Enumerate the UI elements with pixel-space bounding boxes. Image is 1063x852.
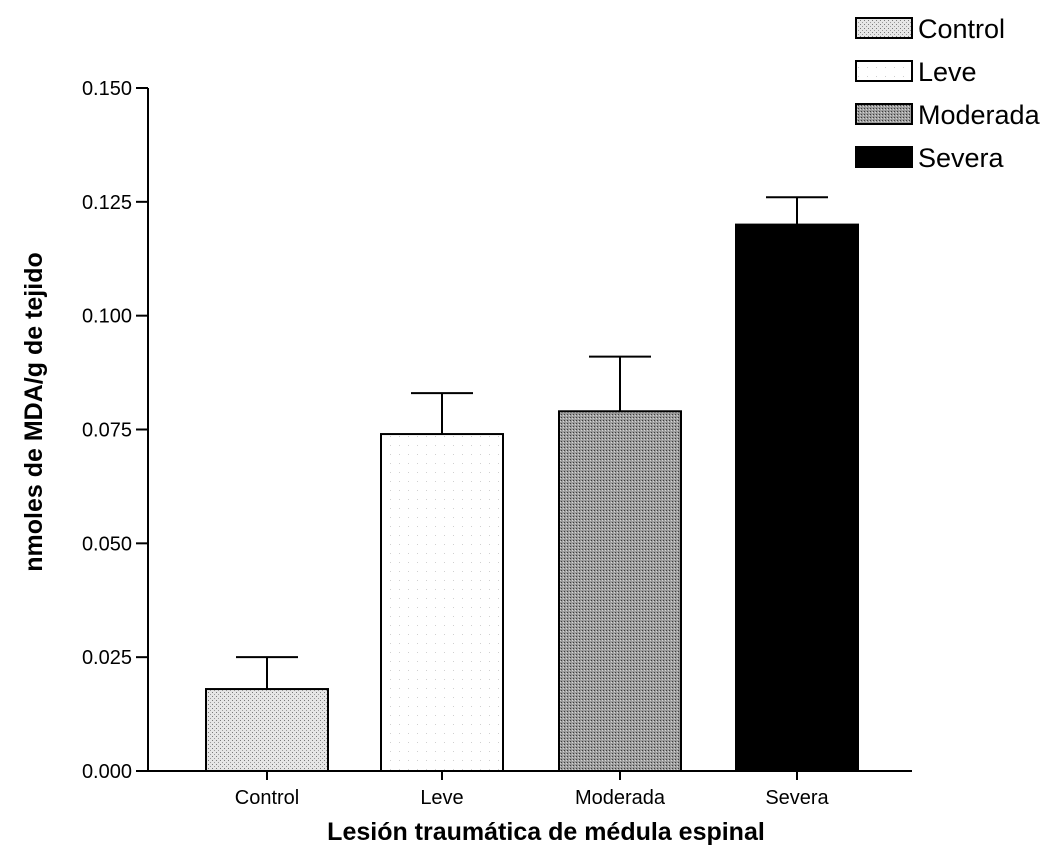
legend-swatch-severa (855, 146, 913, 168)
bar-severa (735, 223, 859, 773)
legend-swatch-control (855, 17, 913, 39)
bars (205, 223, 859, 773)
legend-label-leve: Leve (918, 57, 977, 87)
legend-swatch-leve (855, 60, 913, 82)
y-tick-label: 0.125 (82, 192, 132, 214)
legend-label-control: Control (918, 14, 1005, 44)
x-tick-label-control: Control (235, 787, 299, 809)
x-tick-label-leve: Leve (420, 787, 463, 809)
y-tick-label: 0.050 (82, 533, 132, 555)
y-tick-label: 0.150 (82, 78, 132, 100)
y-tick-label: 0.000 (82, 761, 132, 783)
bar-leve (380, 433, 504, 772)
y-tick-label: 0.100 (82, 306, 132, 328)
y-tick-label: 0.025 (82, 647, 132, 669)
x-axis-title: Lesión traumática de médula espinal (327, 818, 765, 846)
x-ticks: Control Leve Moderada Severa (235, 771, 830, 809)
error-bars (236, 196, 828, 690)
y-ticks: 0.000 0.025 0.050 0.075 0.100 0.125 0.150 (82, 78, 148, 783)
legend-label-moderada: Moderada (918, 100, 1041, 130)
legend-label-severa: Severa (918, 143, 1005, 173)
x-tick-label-severa: Severa (765, 787, 829, 809)
legend: Control Leve Moderada Severa (855, 14, 1041, 173)
y-axis-title: nmoles de MDA/g de tejido (20, 252, 48, 571)
bar-control (205, 688, 329, 772)
x-tick-label-moderada: Moderada (575, 787, 666, 809)
legend-swatch-moderada (855, 103, 913, 125)
y-tick-label: 0.075 (82, 420, 132, 442)
bar-moderada (558, 410, 682, 772)
